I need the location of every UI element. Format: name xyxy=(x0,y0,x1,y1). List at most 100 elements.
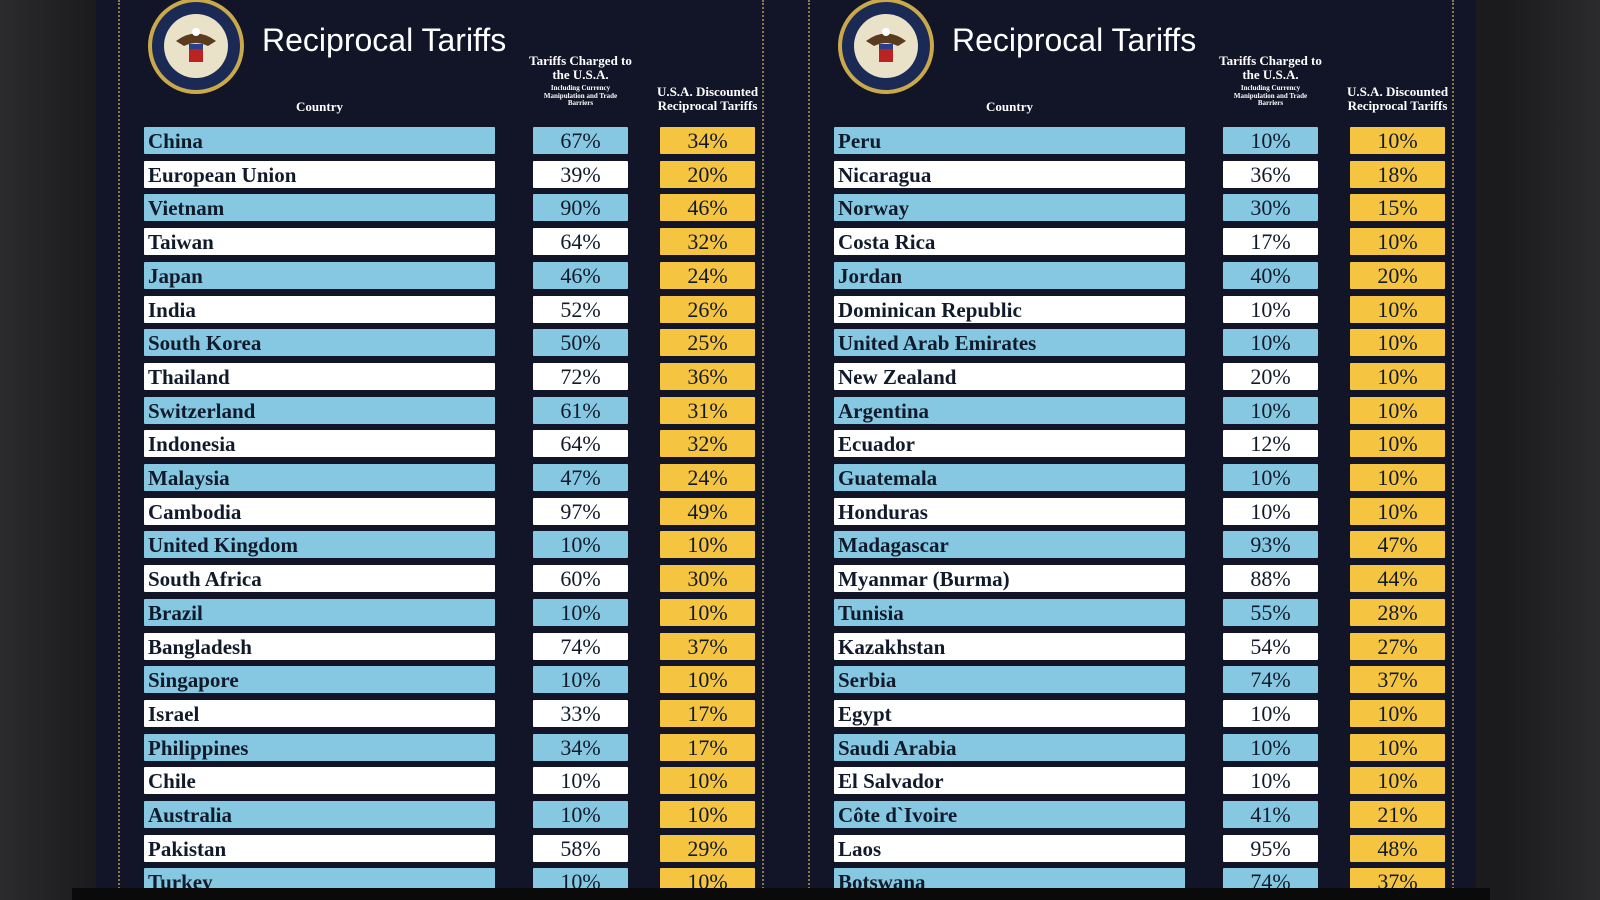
country-cell: Dominican Republic xyxy=(834,295,1185,323)
country-cell: Cambodia xyxy=(144,497,495,525)
header-charged-note: Including Currency Manipulation and Trad… xyxy=(1233,84,1308,108)
reciprocal-cell: 49% xyxy=(660,497,755,525)
charged-cell: 97% xyxy=(533,497,628,525)
reciprocal-cell: 10% xyxy=(660,666,755,694)
reciprocal-cell: 10% xyxy=(1350,127,1445,154)
charged-cell: 12% xyxy=(1223,430,1318,458)
charged-cell: 30% xyxy=(1223,194,1318,222)
charged-cell: 46% xyxy=(533,261,628,289)
country-cell: Singapore xyxy=(144,666,495,694)
reciprocal-cell: 47% xyxy=(1350,531,1445,559)
reciprocal-cell: 21% xyxy=(1350,801,1445,828)
charged-cell: 10% xyxy=(533,598,628,626)
panel-title: Reciprocal Tariffs xyxy=(952,22,1197,58)
charged-cell: 10% xyxy=(533,666,628,694)
header-reciprocal: U.S.A. Discounted Reciprocal Tariffs xyxy=(1346,84,1449,114)
charged-cell: 67% xyxy=(533,127,628,154)
charged-cell: 95% xyxy=(1223,834,1318,862)
header-charged-note: Including Currency Manipulation and Trad… xyxy=(543,84,618,108)
country-cell: India xyxy=(144,295,495,323)
country-cell: Taiwan xyxy=(144,228,495,256)
reciprocal-cell: 10% xyxy=(1350,430,1445,458)
charged-cell: 36% xyxy=(1223,160,1318,188)
charged-cell: 58% xyxy=(533,834,628,862)
reciprocal-cell: 44% xyxy=(1350,565,1445,593)
country-cell: Egypt xyxy=(834,699,1185,727)
country-cell: Brazil xyxy=(144,598,495,626)
charged-cell: 74% xyxy=(1223,666,1318,694)
country-cell: Indonesia xyxy=(144,430,495,458)
country-cell: South Korea xyxy=(144,329,495,357)
charged-cell: 10% xyxy=(1223,329,1318,357)
panel: Reciprocal Tariffs Country Tariffs Charged… xyxy=(786,0,1476,900)
charged-cell: 10% xyxy=(533,801,628,828)
reciprocal-cell: 18% xyxy=(1350,160,1445,188)
header-country: Country xyxy=(986,99,1033,114)
reciprocal-cell: 46% xyxy=(660,194,755,222)
seal-icon xyxy=(146,0,246,96)
reciprocal-cell: 28% xyxy=(1350,598,1445,626)
country-cell: Honduras xyxy=(834,497,1185,525)
reciprocal-cell: 27% xyxy=(1350,632,1445,660)
reciprocal-cell: 10% xyxy=(1350,228,1445,256)
country-cell: Thailand xyxy=(144,362,495,390)
country-cell: Nicaragua xyxy=(834,160,1185,188)
country-cell: Switzerland xyxy=(144,396,495,424)
country-cell: Pakistan xyxy=(144,834,495,862)
reciprocal-cell: 31% xyxy=(660,396,755,424)
country-cell: Guatemala xyxy=(834,464,1185,491)
reciprocal-cell: 24% xyxy=(660,464,755,491)
country-cell: El Salvador xyxy=(834,767,1185,795)
reciprocal-cell: 48% xyxy=(1350,834,1445,862)
charged-cell: 64% xyxy=(533,430,628,458)
header-charged: Tariffs Charged to the U.S.A. xyxy=(529,53,632,83)
reciprocal-cell: 37% xyxy=(1350,666,1445,694)
country-cell: Ecuador xyxy=(834,430,1185,458)
country-cell: United Arab Emirates xyxy=(834,329,1185,357)
charged-cell: 10% xyxy=(1223,699,1318,727)
country-cell: Peru xyxy=(834,127,1185,154)
reciprocal-cell: 10% xyxy=(1350,733,1445,761)
country-cell: Bangladesh xyxy=(144,632,495,660)
country-cell: Chile xyxy=(144,767,495,795)
reciprocal-cell: 10% xyxy=(1350,767,1445,795)
reciprocal-cell: 10% xyxy=(1350,329,1445,357)
reciprocal-cell: 32% xyxy=(660,228,755,256)
country-cell: Kazakhstan xyxy=(834,632,1185,660)
reciprocal-cell: 15% xyxy=(1350,194,1445,222)
reciprocal-cell: 17% xyxy=(660,699,755,727)
country-cell: Myanmar (Burma) xyxy=(834,565,1185,593)
country-cell: Laos xyxy=(834,834,1185,862)
reciprocal-cell: 10% xyxy=(1350,396,1445,424)
charged-cell: 10% xyxy=(1223,295,1318,323)
reciprocal-cell: 24% xyxy=(660,261,755,289)
charged-cell: 20% xyxy=(1223,362,1318,390)
country-cell: Costa Rica xyxy=(834,228,1185,256)
country-cell: Malaysia xyxy=(144,464,495,491)
country-cell: Jordan xyxy=(834,261,1185,289)
reciprocal-cell: 10% xyxy=(1350,497,1445,525)
charged-cell: 10% xyxy=(1223,396,1318,424)
reciprocal-cell: 26% xyxy=(660,295,755,323)
reciprocal-cell: 20% xyxy=(1350,261,1445,289)
reciprocal-cell: 17% xyxy=(660,733,755,761)
charged-cell: 33% xyxy=(533,699,628,727)
reciprocal-cell: 25% xyxy=(660,329,755,357)
header-country: Country xyxy=(296,99,343,114)
charged-cell: 40% xyxy=(1223,261,1318,289)
charged-cell: 61% xyxy=(533,396,628,424)
reciprocal-cell: 37% xyxy=(660,632,755,660)
country-cell: Argentina xyxy=(834,396,1185,424)
charged-cell: 10% xyxy=(1223,127,1318,154)
charged-cell: 10% xyxy=(533,531,628,559)
reciprocal-cell: 29% xyxy=(660,834,755,862)
charged-cell: 10% xyxy=(1223,733,1318,761)
charged-cell: 17% xyxy=(1223,228,1318,256)
country-cell: Philippines xyxy=(144,733,495,761)
reciprocal-cell: 10% xyxy=(1350,699,1445,727)
country-cell: Madagascar xyxy=(834,531,1185,559)
charged-cell: 52% xyxy=(533,295,628,323)
country-cell: Tunisia xyxy=(834,598,1185,626)
reciprocal-cell: 10% xyxy=(1350,295,1445,323)
country-cell: New Zealand xyxy=(834,362,1185,390)
